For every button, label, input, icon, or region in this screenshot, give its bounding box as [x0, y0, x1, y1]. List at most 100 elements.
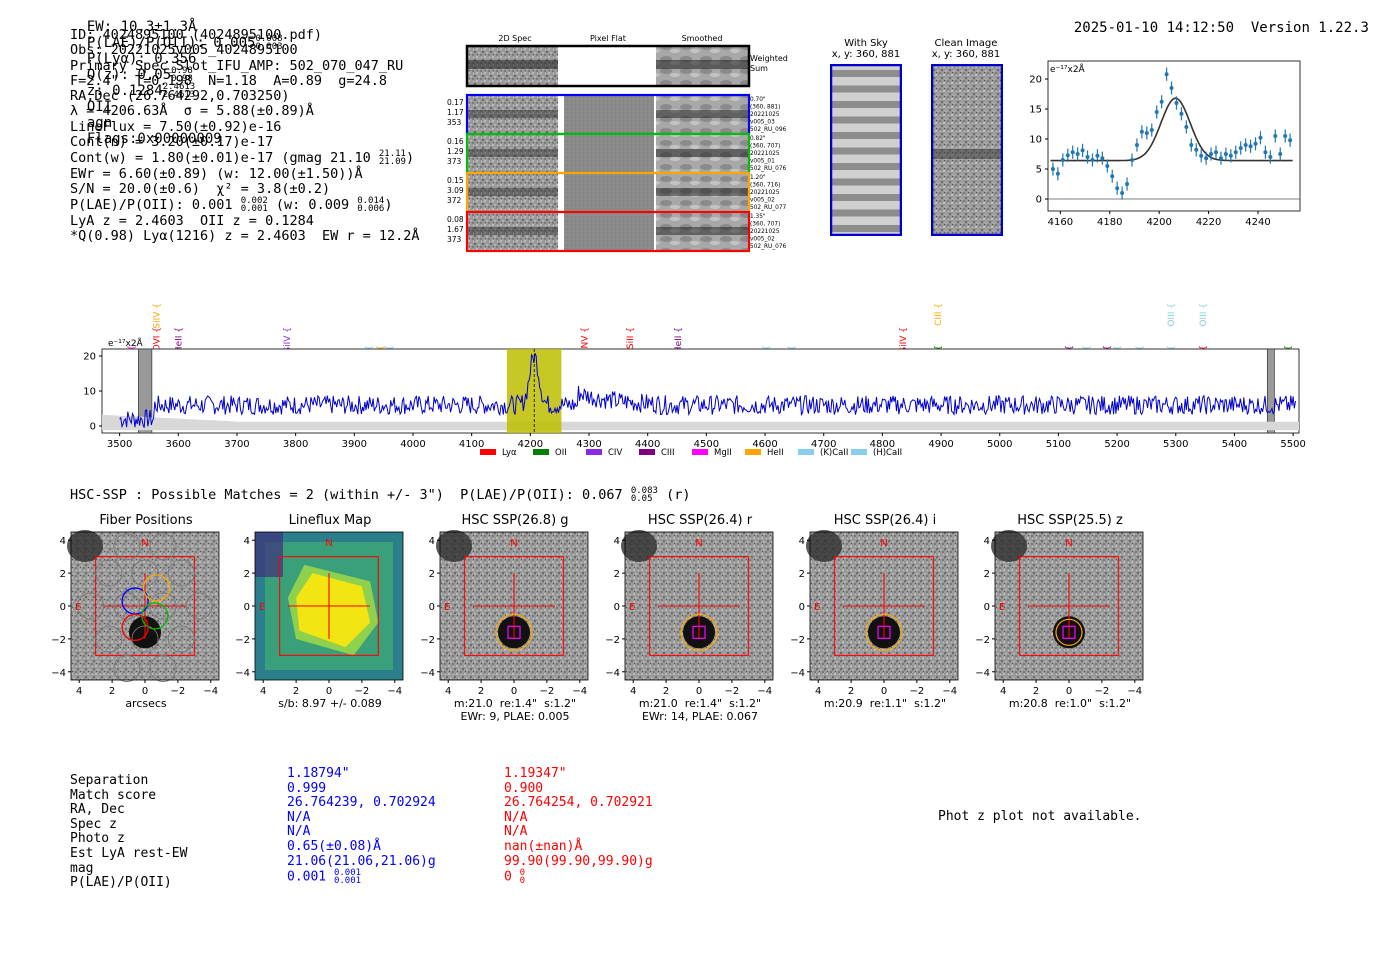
- spec2d-raw-trace: [468, 227, 558, 235]
- fit-point: [1184, 125, 1189, 129]
- aperture-box: [1019, 556, 1119, 656]
- cutout-title: Fiber Positions: [99, 513, 193, 528]
- aperture-box: [95, 556, 195, 656]
- spec2d-col-label: Smoothed: [682, 34, 723, 43]
- legend-swatch: [692, 449, 708, 455]
- header-plae: P(LAE)/P(OII): 0.005: [86, 35, 256, 51]
- legend-label: CIV: [608, 448, 622, 458]
- info-plae-w-lo: 0.006: [357, 204, 385, 215]
- match-label: Spec z: [70, 816, 117, 832]
- match-value: 0.900: [504, 780, 544, 796]
- spec2d-right-label: 20221025: [750, 190, 780, 196]
- emission-line-marker: OVI {: [153, 327, 163, 351]
- cutout-y-tick-label: 2: [984, 569, 990, 580]
- fit-point: [1204, 156, 1209, 161]
- spec2d-right-label: 1.35": [750, 214, 766, 220]
- info-primary: Primary Spec_Slot_IFU_AMP: 502_070_047_R…: [70, 57, 404, 74]
- cutout-panel: NE4−42−200−22−44: [51, 530, 220, 697]
- header-plae-range: 0.008 0.003: [255, 34, 283, 52]
- spec2d-right-label: v005_03: [750, 120, 775, 126]
- spec2d-raw: [468, 213, 558, 250]
- cutout-title: HSC SSP(25.5) z: [1017, 513, 1123, 528]
- spec2d-col-label: Pixel Flat: [590, 34, 626, 43]
- spectrum-x-tick-label: 4800: [870, 439, 895, 450]
- cutout-y-tick-label: 4: [984, 536, 990, 547]
- match-label: Separation: [70, 773, 149, 788]
- east-label: E: [629, 602, 635, 613]
- match-col-2: 1.19347" 0.900 26.764254, 0.702921 N/A N…: [504, 766, 653, 885]
- cutout-x-tick-label: 2: [663, 686, 669, 697]
- header-plae-hi: 0.008: [255, 34, 283, 44]
- fit-point: [1110, 174, 1115, 179]
- fiber-circle: [131, 559, 159, 587]
- info-plae-w: (w: 0.009: [267, 197, 350, 214]
- photz-message: Phot z plot not available.: [938, 809, 1142, 825]
- fiber-circle: [95, 559, 123, 587]
- fiber-circle: [149, 655, 177, 682]
- spectrum-x-tick-label: 5300: [1163, 439, 1188, 450]
- fit-point: [1209, 152, 1214, 156]
- sky-line-stripe: [831, 194, 901, 201]
- cutout-x-tick-label: 4: [815, 686, 821, 697]
- spectrum-legend-item: (K)CaII: [798, 448, 848, 458]
- header-z-hi: 2.4613: [162, 82, 196, 92]
- cutout-x-tick-label: −4: [1127, 686, 1142, 697]
- legend-label: OII: [555, 448, 567, 458]
- fit-data-point: [1144, 126, 1149, 140]
- hsc-plae-hi: 0.083: [630, 486, 658, 496]
- spectrum-x-tick-label: 4300: [576, 439, 601, 450]
- fit-point: [1218, 156, 1223, 161]
- spectrum-x-tick-label: 4500: [694, 439, 719, 450]
- spec2d-flat: [564, 174, 654, 211]
- fit-data-point: [1120, 186, 1125, 200]
- fit-data-point: [1110, 169, 1115, 183]
- cutout-y-tick-label: −4: [975, 668, 990, 679]
- spectrum-line: [119, 353, 1296, 429]
- fit-point: [1233, 150, 1238, 155]
- north-label: N: [1065, 538, 1072, 549]
- spectrum-legend-item: OII: [533, 448, 567, 458]
- info-contw-lo: 21.09: [378, 157, 406, 168]
- cutout-x-tick-label: −2: [1095, 686, 1110, 697]
- spec2d-left-label: 0.17: [447, 98, 464, 107]
- fit-point: [1199, 153, 1204, 158]
- match-value: nan(±nan)Å: [504, 838, 583, 854]
- line-fit-unit: e⁻¹⁷x2Å: [1050, 63, 1086, 75]
- east-label: E: [444, 602, 450, 613]
- cutout-y-tick-label: −4: [605, 668, 620, 679]
- weighted-sum-row: Weighted Sum: [465, 44, 788, 88]
- cutout-x-tick-label: −4: [387, 686, 402, 697]
- spectrum-x-tick-label: 5500: [1280, 439, 1305, 450]
- emission-line-marker: OIII {: [1167, 303, 1177, 327]
- fit-data-point: [1258, 131, 1263, 145]
- cutout-y-tick-label: −2: [420, 635, 435, 646]
- spec2d-right-label: (360, 716): [750, 183, 780, 189]
- clean-image-title: Clean Image: [934, 38, 998, 49]
- fit-data-point: [1184, 120, 1189, 134]
- cutout-y-tick-label: 0: [244, 602, 250, 613]
- cutout-y-tick-label: −4: [790, 668, 805, 679]
- source-ellipse: [1055, 618, 1083, 646]
- cutout-y-tick-label: −2: [790, 635, 805, 646]
- fit-point: [1288, 138, 1293, 143]
- spec2d-right-label: 502_RU_076: [750, 244, 787, 250]
- spec2d-raw: [468, 135, 558, 172]
- hsc-header-text: HSC-SSP : Possible Matches = 2 (within +…: [70, 487, 623, 503]
- fiber-box: [507, 625, 521, 639]
- fit-point: [1258, 135, 1263, 140]
- fit-point: [1070, 150, 1075, 155]
- fiber-circle: [149, 533, 177, 561]
- cutout-y-tick-label: 2: [614, 569, 620, 580]
- header-qz-hi: 0.98: [171, 66, 193, 76]
- cutout-x-tick-label: 0: [881, 686, 887, 697]
- spec2d-row-frame: [465, 210, 751, 253]
- header-plya: P(Lyα): 0.356: [86, 51, 197, 67]
- spec2d-right-label: 0.70": [750, 97, 766, 103]
- fit-data-point: [1194, 143, 1199, 157]
- sky-line-stripe: [831, 85, 901, 93]
- fit-data-point: [1130, 153, 1134, 167]
- fit-x-tick-label: 4200: [1146, 217, 1171, 228]
- sky-line-stripe: [831, 225, 901, 232]
